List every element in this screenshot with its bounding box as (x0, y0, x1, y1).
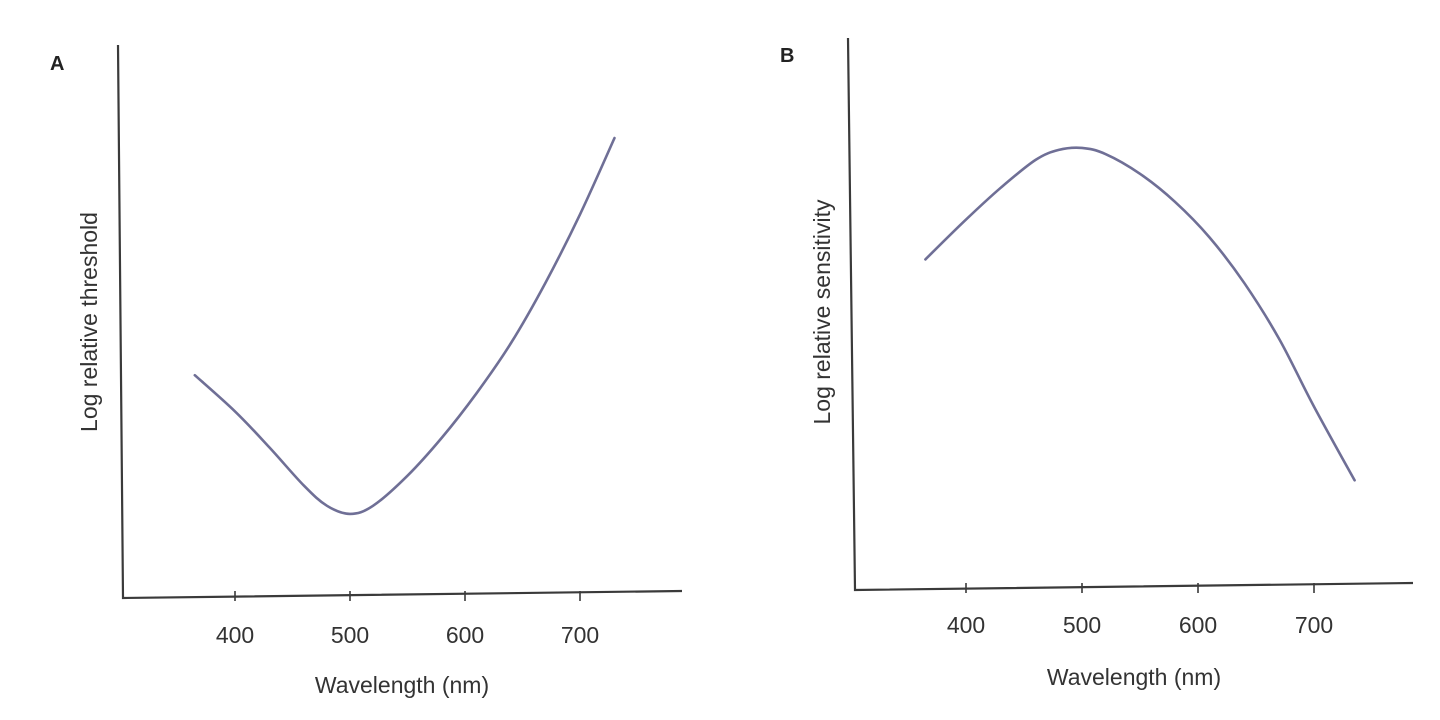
panel-a-axes (116, 44, 683, 600)
x-tick-label: 400 (947, 612, 985, 638)
x-tick-label: 600 (446, 622, 484, 648)
x-tick-label: 500 (1063, 612, 1101, 638)
panel-b-y-axis-title: Log relative sensitivity (809, 199, 835, 424)
panel-b: B 400 500 600 700 Wavelength (nm) Log relat… (780, 37, 1414, 690)
panel-a-x-axis-title: Wavelength (nm) (315, 672, 489, 698)
panel-a-letter: A (50, 53, 64, 75)
panel-a-threshold-curve (193, 136, 616, 516)
x-tick-label: 700 (1295, 612, 1333, 638)
panel-b-letter: B (780, 45, 794, 67)
panel-b-axes (846, 37, 1414, 592)
panel-b-sensitivity-curve (924, 146, 1356, 482)
x-tick-label: 600 (1179, 612, 1217, 638)
panel-b-x-ticks: 400 500 600 700 (947, 583, 1333, 638)
panel-a: A 400 500 600 700 Wavelength (nm) Log relat… (50, 44, 683, 698)
x-tick-label: 700 (561, 622, 599, 648)
x-tick-label: 500 (331, 622, 369, 648)
panel-b-x-axis-title: Wavelength (nm) (1047, 664, 1221, 690)
panel-a-y-axis-title: Log relative threshold (76, 212, 102, 432)
panel-a-x-ticks: 400 500 600 700 (216, 591, 599, 648)
x-tick-label: 400 (216, 622, 254, 648)
